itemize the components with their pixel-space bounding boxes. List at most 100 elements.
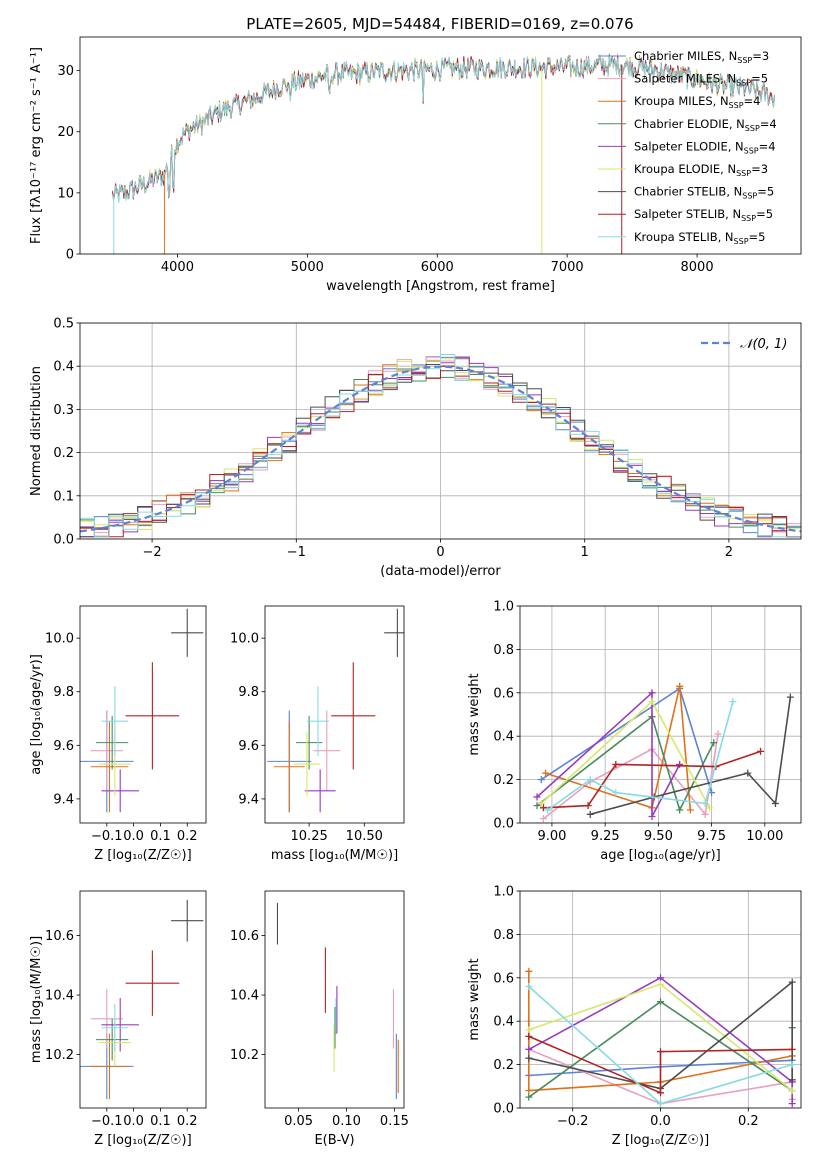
x-tick-label: 9.50 (644, 829, 673, 844)
data-layer (267, 608, 404, 813)
plus-marker (525, 1045, 533, 1053)
x-tick-label: 9.25 (591, 829, 620, 844)
axes-frame (79, 322, 802, 540)
legend-name: Chabrier MILES, N (634, 49, 737, 63)
x-tick-label: 8000 (681, 260, 714, 275)
y-tick-label: 20 (57, 125, 74, 140)
legend-subscript: SSP (736, 169, 751, 178)
legend-name: Chabrier STELIB, N (634, 185, 742, 199)
y-tick-label: 0.6 (493, 686, 514, 701)
y-tick-label: 0.1 (53, 489, 74, 504)
plus-marker (525, 1087, 533, 1095)
plus-marker (788, 1076, 796, 1084)
y-tick-label: 10 (57, 186, 74, 201)
histogram-steps (80, 354, 801, 538)
plus-marker (676, 760, 684, 768)
x-tick-label: 2 (725, 545, 733, 560)
plus-marker (657, 998, 664, 1006)
y-tick-label: 0.2 (493, 773, 514, 788)
legend-value: =5 (757, 185, 774, 199)
legend-value: =4 (760, 117, 777, 131)
x-tick-label: 5000 (291, 260, 324, 275)
plus-marker (537, 799, 545, 807)
x-tick-label: 0.05 (284, 1114, 313, 1129)
legend-name: Chabrier ELODIE, N (634, 117, 745, 131)
legend-value: =5 (749, 230, 766, 244)
plus-marker (701, 799, 709, 807)
plot-area (276, 902, 399, 1100)
plot-area (520, 891, 801, 1108)
axes-frame (79, 605, 207, 824)
weight-line (528, 1035, 793, 1095)
plus-marker (539, 804, 547, 812)
legend-entry: Chabrier STELIB, NSSP=5 (634, 185, 774, 201)
spectrum-line (112, 55, 775, 204)
plus-marker (714, 730, 722, 738)
x-tick-label: 0.2 (177, 829, 198, 844)
x-tick-label: 0.10 (332, 1114, 361, 1129)
legend-subscript: SSP (742, 192, 757, 201)
data-layer (80, 899, 204, 1100)
plot-area (520, 606, 801, 823)
x-tick-label: −2 (143, 545, 162, 560)
axes-frame (79, 890, 207, 1109)
ticks: 4000 5000 6000 7000 8000 0 10 20 30 (57, 64, 713, 275)
legend-name: Kroupa STELIB, N (634, 230, 734, 244)
x-tick-label: 10.00 (746, 829, 783, 844)
legend-value: =4 (744, 94, 761, 108)
y-tick-label: 9.6 (238, 739, 259, 754)
legend-value: =4 (759, 139, 776, 153)
legend-entry: Kroupa ELODIE, NSSP=3 (634, 162, 768, 178)
y-axis-label: Normed distribution (29, 366, 44, 496)
y-tick-label: 0.4 (53, 360, 74, 375)
ticks: −0.2 0.0 0.2 0.0 0.2 0.4 0.6 0.8 1.0 (493, 885, 758, 1130)
x-tick-label: 7000 (551, 260, 584, 275)
panel-4: 10.25 10.50 9.4 9.6 9.8 10.0 mass [log₁₀(M/M☉)… (230, 605, 405, 863)
axes-frame (519, 605, 802, 824)
ticks: 9.00 9.25 9.50 9.75 10.00 0.0 0.2 0.4 0.6 0.8 1.0 (493, 600, 783, 845)
plus-marker (788, 1100, 796, 1108)
legend-entry: Kroupa MILES, NSSP=4 (634, 94, 760, 110)
plus-marker (676, 682, 684, 690)
plus-marker (788, 1087, 796, 1095)
normal-curve (80, 365, 801, 533)
plus-marker (612, 760, 620, 768)
x-tick-label: 0.1 (150, 1114, 171, 1129)
x-axis-label: E(B-V) (314, 1133, 354, 1148)
plus-marker (686, 806, 694, 814)
y-axis-label: Flux [fλ10⁻¹⁷ erg cm⁻² s⁻¹ A⁻¹] (29, 47, 44, 244)
y-tick-label: 10.0 (45, 632, 74, 647)
legend-subscript: SSP (734, 237, 749, 246)
x-tick-label: 9.75 (697, 829, 726, 844)
plus-marker (537, 776, 545, 784)
y-tick-label: 0.3 (53, 403, 74, 418)
x-tick-label: 0.2 (738, 1114, 759, 1129)
y-tick-label: 0.0 (493, 817, 514, 832)
plus-marker (525, 1054, 533, 1062)
plus-marker (771, 799, 779, 807)
plus-marker (584, 802, 592, 810)
x-tick-label: 0.0 (123, 829, 144, 844)
plus-marker (544, 806, 552, 814)
legend-value: =3 (751, 162, 768, 176)
x-tick-label: −1 (287, 545, 306, 560)
plus-marker (701, 810, 709, 818)
weight-line (536, 715, 715, 813)
panel-2: −2 −1 0 1 2 0.0 0.1 0.2 0.3 0.4 0.5 (data-model)/er… (29, 317, 802, 579)
x-axis-label: (data-model)/error (380, 564, 501, 579)
y-tick-label: 0.4 (493, 1015, 514, 1030)
y-tick-label: 1.0 (493, 885, 514, 900)
y-axis-label: mass [log₁₀(M/M☉)] (29, 936, 44, 1063)
x-tick-label: −0.1 (91, 1114, 123, 1129)
plus-marker (710, 739, 718, 747)
plus-marker (657, 980, 664, 988)
plus-marker (786, 693, 794, 701)
weight-line (545, 686, 692, 811)
legend-entry: Salpeter MILES, NSSP=5 (634, 72, 768, 88)
weight-line (540, 687, 713, 793)
legend-entry: Salpeter ELODIE, NSSP=4 (634, 139, 776, 155)
x-tick-label: −0.1 (91, 829, 123, 844)
plus-marker (533, 793, 541, 801)
